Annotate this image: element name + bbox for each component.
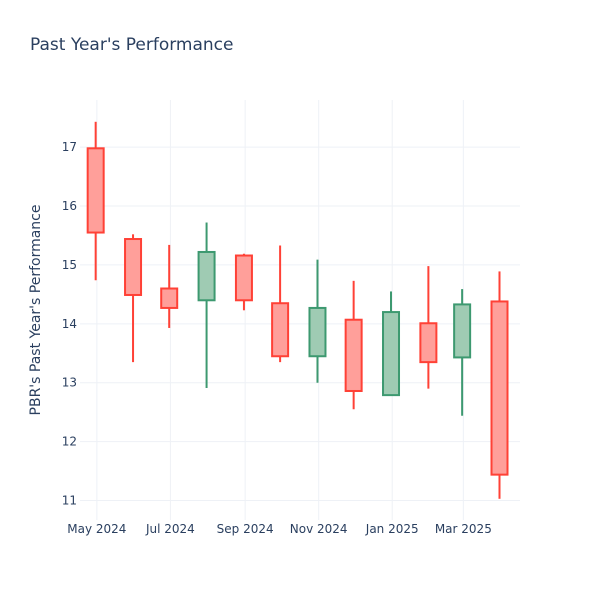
candle-body — [86, 147, 105, 234]
candle-body — [160, 287, 179, 309]
x-tick-label: Mar 2025 — [435, 522, 492, 536]
candle-body — [419, 322, 438, 364]
y-tick-label: 17 — [62, 140, 77, 154]
candle-body — [271, 302, 290, 358]
chart-title: Past Year's Performance — [30, 35, 234, 55]
candle-decreasing — [124, 234, 143, 363]
candle-body — [308, 306, 327, 358]
candle-body — [344, 318, 363, 392]
y-axis-title: PBR's Past Year's Performance — [28, 205, 44, 416]
candle-decreasing — [160, 244, 179, 328]
candle-increasing — [308, 259, 327, 383]
candle-decreasing — [86, 121, 105, 281]
candle-decreasing — [234, 253, 253, 311]
x-tick-label: Nov 2024 — [290, 522, 348, 536]
candle-decreasing — [490, 271, 509, 499]
candle-body — [197, 250, 216, 302]
x-tick-label: Sep 2024 — [217, 522, 274, 536]
candle-body — [382, 311, 401, 397]
candles — [86, 121, 509, 499]
y-tick-label: 14 — [62, 317, 77, 331]
candle-decreasing — [271, 245, 290, 363]
y-tick-label: 15 — [62, 258, 77, 272]
y-tick-label: 12 — [62, 435, 77, 449]
candle-body — [124, 238, 143, 296]
x-axis-ticks: May 2024 Jul 2024 Sep 2024 Nov 2024 Jan 2025… — [67, 522, 492, 536]
candle-increasing — [453, 289, 472, 416]
y-tick-label: 16 — [62, 199, 77, 213]
candle-increasing — [197, 222, 216, 389]
candle-body — [453, 303, 472, 359]
candle-decreasing — [344, 280, 363, 410]
x-tick-label: Jul 2024 — [145, 522, 195, 536]
y-tick-label: 11 — [62, 494, 77, 508]
candle-increasing — [382, 291, 401, 397]
y-axis-ticks: 11 12 13 14 15 16 17 — [62, 140, 77, 507]
candle-decreasing — [419, 266, 438, 389]
candle-body — [234, 254, 253, 302]
candle-body — [490, 300, 509, 476]
x-tick-label: May 2024 — [67, 522, 126, 536]
y-tick-label: 13 — [62, 376, 77, 390]
x-tick-label: Jan 2025 — [365, 522, 419, 536]
